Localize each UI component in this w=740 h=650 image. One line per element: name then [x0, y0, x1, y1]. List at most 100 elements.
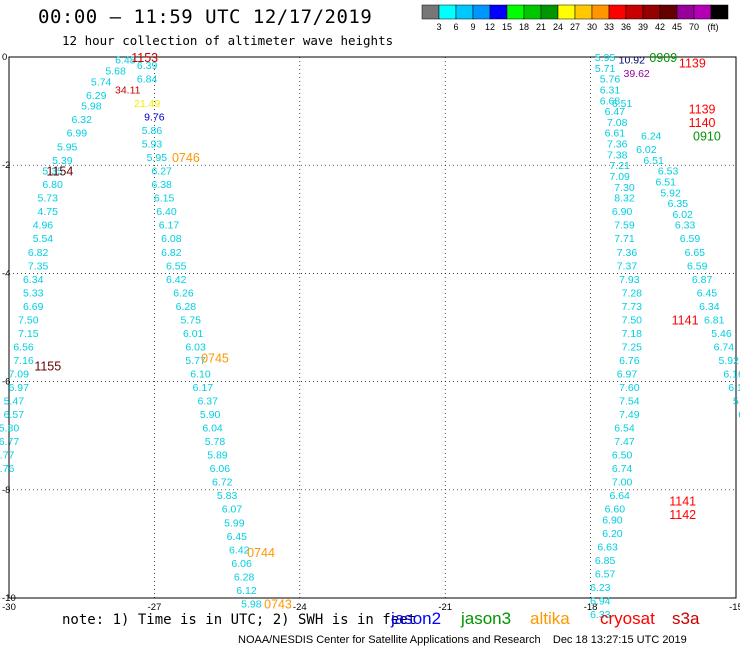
wave-height-label: 6.64 — [609, 490, 630, 502]
legend-cryosat: cryosat — [600, 609, 655, 628]
colorbar-label: 70 — [689, 22, 699, 32]
colorbar-swatch — [540, 4, 559, 20]
wave-height-label: 6.51 — [612, 98, 633, 110]
wave-height-label: 6.06 — [210, 463, 231, 475]
wave-height-label: 7.50 — [18, 314, 39, 326]
wave-height-label: 6.82 — [161, 247, 182, 259]
colorbar-label: 15 — [502, 22, 512, 32]
legend-jason3: jason3 — [461, 609, 512, 628]
wave-height-label: 7.38 — [607, 149, 628, 161]
wave-height-label: 9.76 — [144, 112, 165, 124]
wave-height-label: 5.98 — [241, 598, 262, 610]
colorbar-label: 12 — [485, 22, 495, 32]
wave-height-label: 6.65 — [685, 247, 706, 259]
wave-height-label: 7.93 — [619, 274, 640, 286]
wave-height-label: 6.63 — [597, 542, 618, 554]
y-tick-label: -10 — [2, 593, 16, 604]
wave-height-label: 5.98 — [81, 101, 102, 113]
wave-height-label: 6.40 — [156, 206, 177, 218]
wave-height-label: 7.60 — [619, 382, 640, 394]
wave-height-label: 7.21 — [609, 160, 630, 172]
wave-height-label: 5.39 — [52, 155, 73, 167]
colorbar-swatch — [421, 4, 440, 20]
track-time-label: 1154 — [46, 165, 73, 179]
wave-height-label: 7.47 — [614, 436, 635, 448]
wave-height-label: 6.02 — [636, 144, 657, 156]
wave-height-label: 6.99 — [67, 128, 88, 140]
wave-height-label: 5.95 — [147, 152, 168, 164]
wave-height-label: 7.73 — [622, 301, 643, 313]
colorbar-swatch — [693, 4, 712, 20]
wave-height-label: 7.28 — [622, 287, 643, 299]
wave-height-label: 5.86 — [142, 125, 163, 137]
wave-height-label: 6.94 — [590, 596, 611, 608]
wave-height-label: 6.06 — [231, 558, 252, 570]
wave-height-label: 6.42 — [166, 274, 187, 286]
footer-note: note: 1) Time is in UTC; 2) SWH is in fe… — [62, 612, 417, 628]
wave-height-label: 5.93 — [142, 139, 163, 151]
wave-height-label: 6.60 — [605, 504, 626, 516]
wave-height-label: 6.68 — [600, 95, 621, 107]
wave-height-label: 7.37 — [617, 260, 638, 272]
wave-height-label: 6.38 — [151, 179, 172, 191]
wave-height-label: 6.74 — [612, 463, 633, 475]
wave-height-label: 6.97 — [617, 368, 638, 380]
wave-height-label: 6.97 — [8, 382, 29, 394]
wave-height-label: 5.92 — [719, 355, 740, 367]
wave-height-label: 39.62 — [624, 68, 650, 80]
wave-height-label: 7.30 — [614, 182, 635, 194]
wave-height-label: 6.26 — [173, 287, 194, 299]
wave-height-label: 6.39 — [137, 60, 158, 72]
x-tick-label: -27 — [148, 602, 162, 613]
track-time-label: 1140 — [689, 116, 716, 130]
y-tick-label: 0 — [2, 52, 7, 63]
track-time-label: 1153 — [131, 51, 158, 65]
wave-height-label: 7.00 — [612, 477, 633, 489]
wave-height-label: 5.73 — [38, 193, 59, 205]
y-tick-label: -6 — [2, 377, 10, 388]
wave-height-label: 6.28 — [234, 571, 255, 583]
wave-height-label: 5.71 — [595, 63, 616, 75]
wave-height-label: 34.11 — [115, 84, 141, 96]
wave-height-label: 7.50 — [622, 314, 643, 326]
y-tick-label: -4 — [2, 268, 10, 279]
colorbar-swatch — [676, 4, 695, 20]
colorbar-swatch — [523, 4, 542, 20]
x-tick-label: -15 — [729, 602, 740, 613]
wave-height-label: 6.27 — [151, 166, 172, 178]
wave-height-label: 6.72 — [212, 477, 233, 489]
wave-height-label: 5.80 — [0, 423, 19, 435]
wave-height-label: 5.77 — [0, 450, 15, 462]
wave-height-label: 6.56 — [13, 341, 34, 353]
wave-height-label: 6.17 — [193, 382, 214, 394]
colorbar-label: 21 — [536, 22, 546, 32]
wave-height-label: 6.08 — [161, 233, 182, 245]
wave-height-label: 6.48 — [115, 55, 136, 67]
track-time-label: 1155 — [34, 359, 61, 373]
wave-height-label: 6.01 — [183, 328, 204, 340]
wave-height-label: 6.50 — [612, 450, 633, 462]
wave-height-label: 5.92 — [660, 187, 681, 199]
colorbar-swatch — [472, 4, 491, 20]
chart-subtitle: 12 hour collection of altimeter wave hei… — [62, 33, 394, 48]
track-time-label: 0746 — [172, 151, 200, 165]
colorbar-label: 36 — [621, 22, 631, 32]
wave-height-label: 6.45 — [697, 287, 718, 299]
wave-height-label: 6.29 — [86, 90, 107, 102]
wave-height-label: 6.03 — [185, 341, 206, 353]
wave-height-label: 5.83 — [217, 490, 238, 502]
wave-height-label: 6.77 — [0, 436, 19, 448]
wave-height-label: 5.74 — [91, 76, 112, 88]
wave-height-label: 7.59 — [614, 220, 635, 232]
wave-height-label: 6.51 — [643, 155, 664, 167]
track-time-label: 0743 — [264, 597, 292, 611]
wave-height-label: 7.49 — [619, 409, 640, 421]
x-tick-label: -24 — [293, 602, 307, 613]
y-tick-label: -8 — [2, 485, 10, 496]
track-time-label: 0910 — [693, 129, 721, 143]
wave-height-label: 6.57 — [4, 409, 25, 421]
wave-height-label: 6.57 — [595, 569, 616, 581]
wave-height-label: 6.55 — [166, 260, 187, 272]
wave-height-label: 6.74 — [714, 341, 735, 353]
